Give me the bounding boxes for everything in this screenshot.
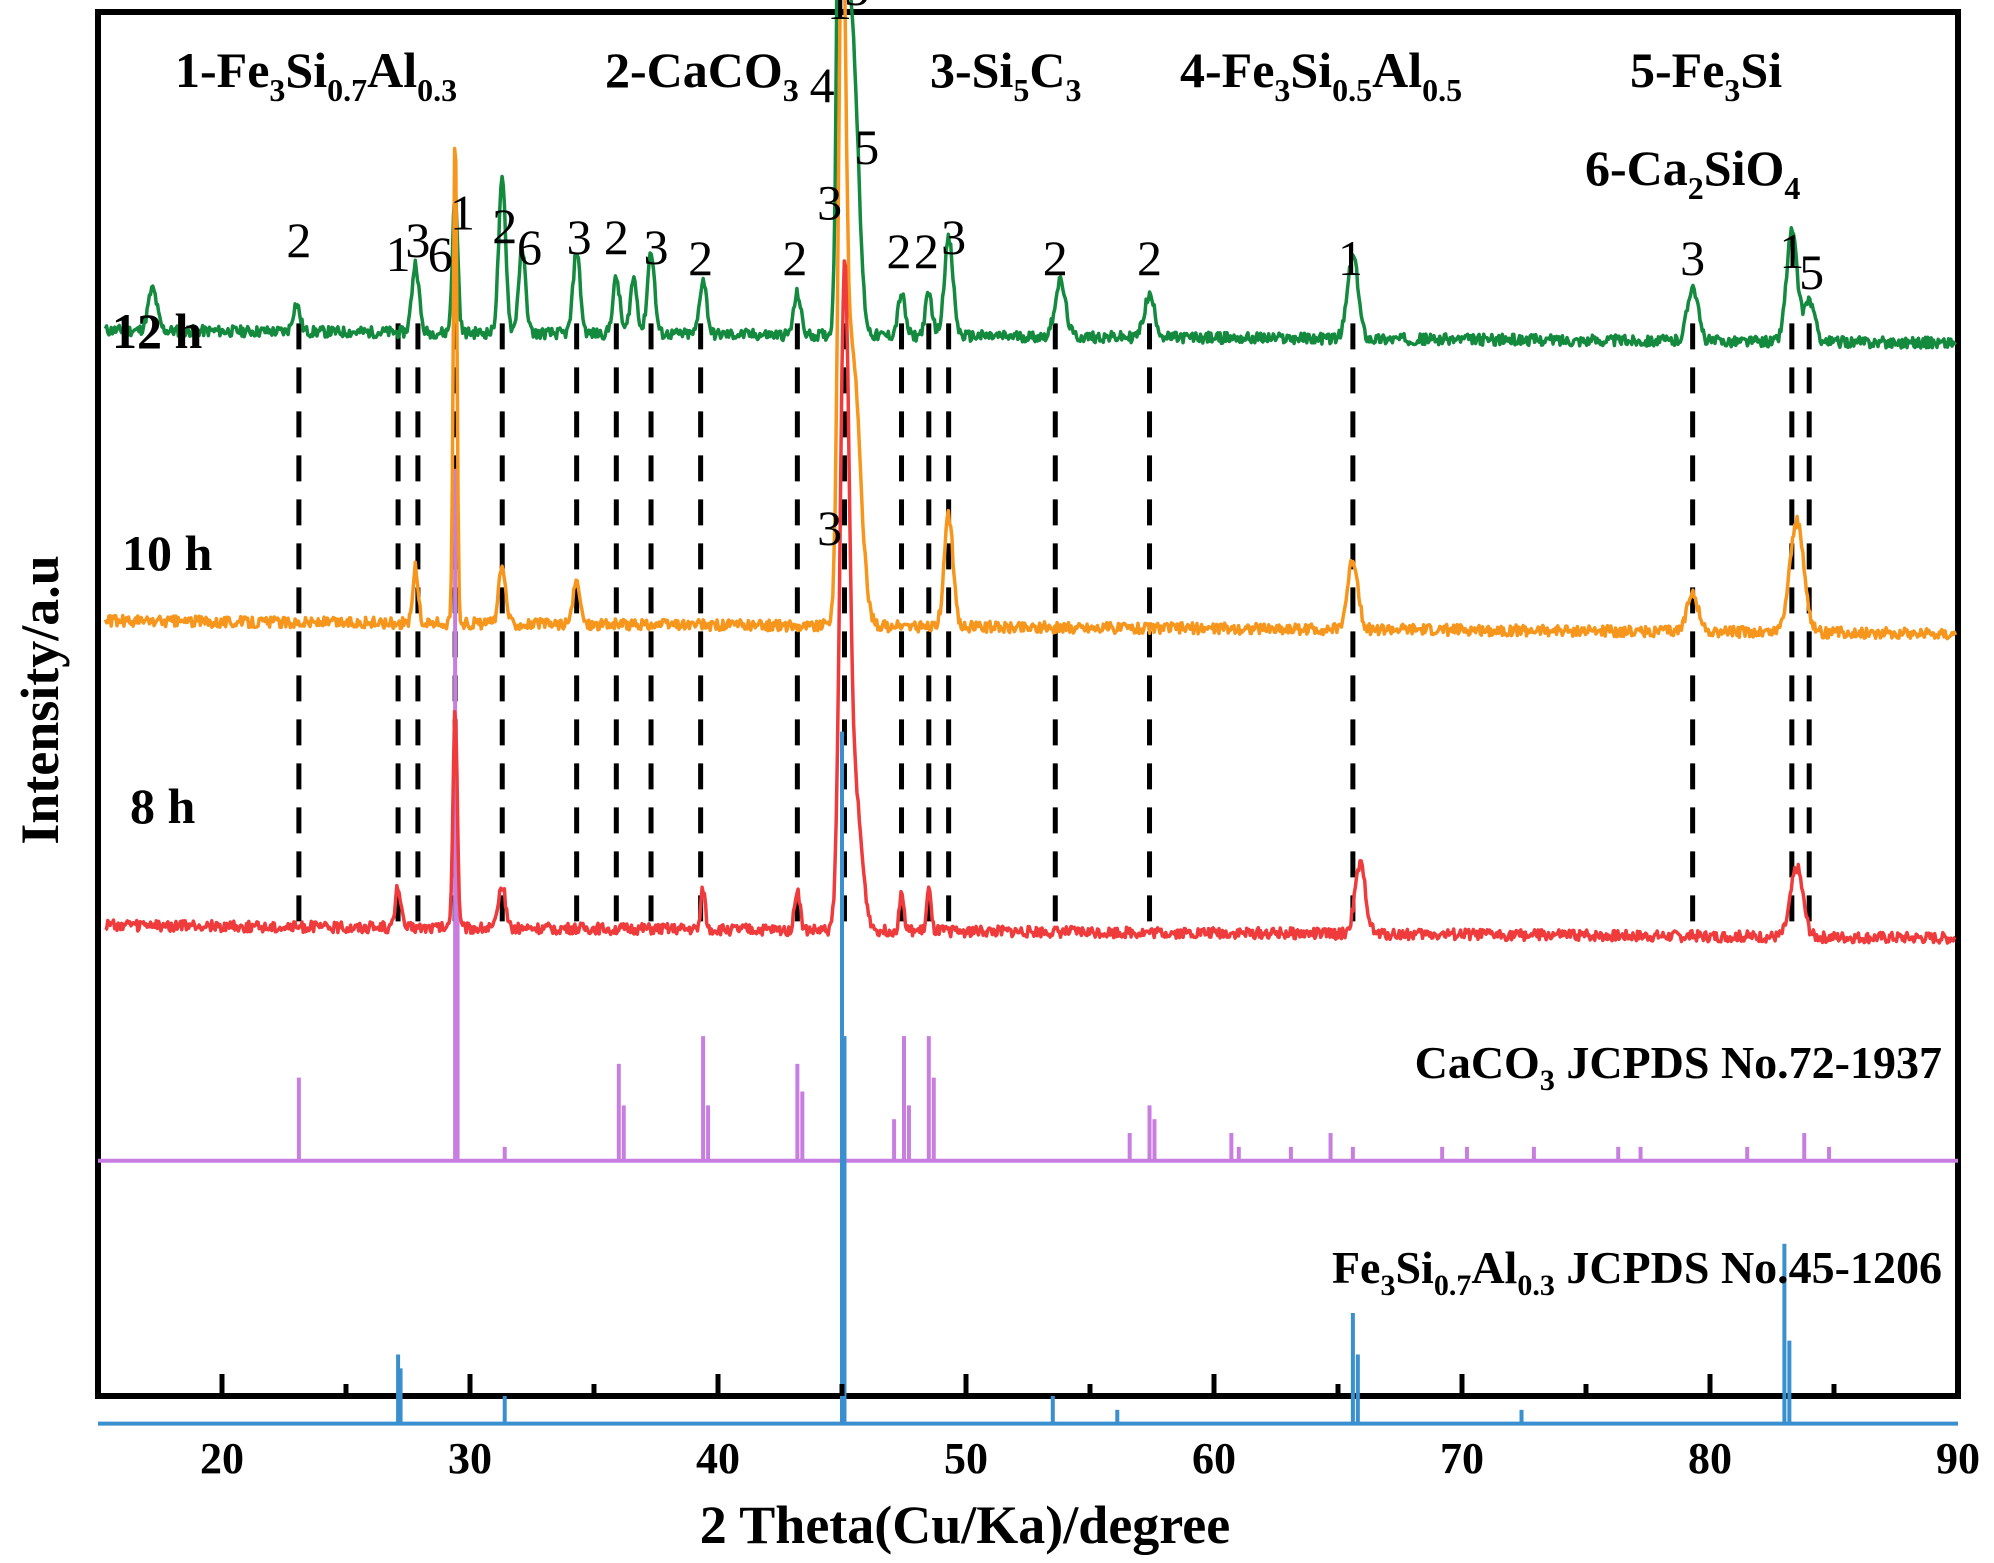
peak-label: 1 [450, 184, 475, 240]
series-label-12h: 12 h [112, 303, 203, 359]
peak-label: 2 [604, 209, 629, 265]
series-label-10h: 10 h [122, 525, 213, 581]
series-line [103, 0, 1957, 350]
peak-label: 4 [810, 57, 835, 113]
x-axis: 20 30 40 50 60 70 80 90 [200, 1374, 1980, 1483]
x-tick-label: 60 [1192, 1434, 1236, 1483]
x-tick-label: 70 [1440, 1434, 1484, 1483]
peak-label: 3 [844, 0, 869, 16]
x-axis-title: 2 Theta(Cu/Ka)/degree [700, 1495, 1230, 1555]
peak-label: 1 [827, 0, 852, 30]
plot-frame [95, 9, 1961, 1399]
x-tick-label: 30 [448, 1434, 492, 1483]
reference-label-caco3: CaCO3 JCPDS No.72-1937 [1415, 1037, 1942, 1097]
peak-label: 3 [817, 500, 842, 556]
peak-label: 6 [428, 226, 453, 282]
peak-label: 3 [644, 219, 669, 275]
peak-label-group: 213612632322354132232213153 [286, 0, 1824, 556]
x-tick-label: 90 [1936, 1434, 1980, 1483]
x-tick-label: 20 [200, 1434, 244, 1483]
legend-item-4: 4-Fe3Si0.5Al0.5 [1180, 42, 1462, 108]
peak-label: 5 [854, 119, 879, 175]
peak-label: 2 [492, 198, 517, 254]
peak-label: 2 [914, 223, 939, 279]
peak-label: 2 [1043, 230, 1068, 286]
peak-label: 2 [887, 223, 912, 279]
legend-item-5: 5-Fe3Si [1630, 42, 1782, 108]
peak-label: 2 [1137, 230, 1162, 286]
series-line [103, 0, 1958, 641]
peak-label: 3 [941, 209, 966, 265]
peak-label: 1 [386, 226, 411, 282]
y-axis-title: Intensity/a.u [10, 555, 70, 845]
legend-item-6: 6-Ca2SiO4 [1585, 140, 1800, 206]
series-group [103, 0, 1958, 945]
series-label-8h: 8 h [130, 778, 196, 834]
reference-label-fe3sial: Fe3Si0.7Al0.3 JCPDS No.45-1206 [1332, 1242, 1942, 1302]
peak-label: 3 [1680, 230, 1705, 286]
legend-item-2: 2-CaCO3 [605, 42, 799, 108]
legend-item-1: 1-Fe3Si0.7Al0.3 [175, 42, 457, 108]
legend-title-line-1: 1-Fe3Si0.7Al0.3 2-CaCO3 3-Si5C3 4-Fe3Si0… [175, 42, 1782, 112]
series-line [104, 259, 1957, 945]
peak-label: 2 [782, 230, 807, 286]
peak-label: 5 [1799, 244, 1824, 300]
peak-label: 1 [1779, 223, 1804, 279]
x-tick-label: 80 [1688, 1434, 1732, 1483]
peak-label: 3 [817, 175, 842, 231]
peak-label: 1 [1338, 230, 1363, 286]
legend-item-3: 3-Si5C3 [930, 42, 1081, 108]
x-tick-label: 40 [696, 1434, 740, 1483]
x-tick-label: 50 [944, 1434, 988, 1483]
peak-label: 2 [286, 212, 311, 268]
peak-label: 2 [688, 230, 713, 286]
dashed-marker-group [296, 323, 1812, 926]
reference-pattern-group [98, 468, 1958, 1426]
peak-label: 3 [405, 212, 430, 268]
peak-label: 6 [517, 219, 542, 275]
peak-label: 3 [567, 209, 592, 265]
